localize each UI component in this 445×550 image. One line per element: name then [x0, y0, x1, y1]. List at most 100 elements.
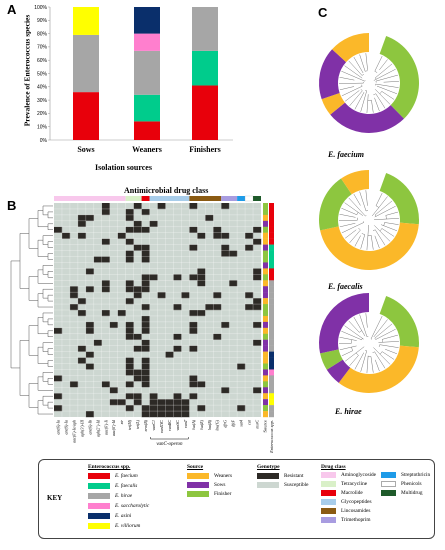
key-swatch	[321, 499, 336, 505]
resistant-cell	[101, 310, 110, 317]
key-species-item: E. hirae	[88, 493, 132, 499]
resistant-cell	[221, 387, 230, 394]
key-swatch	[257, 473, 279, 479]
gene-label: lnu(B)	[207, 419, 212, 430]
bar-segment	[73, 92, 99, 140]
resistant-cell	[173, 274, 182, 281]
tree-branch	[375, 74, 398, 82]
tree-branch	[375, 205, 379, 208]
resistant-cell	[189, 274, 198, 281]
key-species-item: E. faecalis	[88, 483, 137, 489]
resistant-cell	[101, 208, 110, 216]
tree-branch	[374, 338, 376, 340]
source-cell	[263, 411, 268, 418]
gene-label: aph(2'')-Id	[95, 419, 100, 437]
resistant-cell	[173, 345, 182, 352]
tree-branch	[373, 319, 388, 338]
bar-segment	[192, 7, 218, 51]
key-genotype-item: Susceptible	[257, 482, 308, 488]
resistant-cell	[197, 268, 206, 275]
tree-ring-segment	[326, 359, 351, 383]
resistant-cell	[93, 256, 102, 263]
key-drug-item: Lincosamides	[321, 508, 370, 514]
tree-branch	[354, 235, 361, 247]
stacked-bar-chart: 0% 10% 20% 30% 40% 50% 60% 70% 80% 90% 100% Sows Wea…	[34, 5, 233, 154]
gene-label: lnu(G)	[215, 419, 220, 430]
phylogenetic-trees	[318, 33, 420, 393]
resistant-cell	[141, 256, 150, 263]
tree-branch	[373, 68, 396, 81]
resistant-cell	[125, 298, 134, 305]
resistant-cell	[125, 238, 134, 245]
tree-branch	[374, 235, 380, 249]
resistant-cell	[125, 280, 134, 287]
resistant-cell	[149, 399, 158, 406]
tree-branch	[365, 89, 367, 92]
tree-branch	[385, 215, 387, 220]
resistant-cell	[189, 203, 198, 210]
tree-branch	[371, 100, 374, 113]
resistant-cell	[189, 226, 198, 233]
tree-branch	[370, 356, 374, 373]
heatmap-title: Antimicrobial drug class	[124, 186, 209, 195]
tree-branch	[353, 316, 366, 337]
tree-branch	[372, 196, 388, 217]
tree-branch	[375, 83, 399, 88]
resistant-cell	[133, 244, 142, 251]
source-cell	[263, 250, 268, 257]
tree-branch	[354, 92, 365, 110]
resistant-cell	[213, 232, 222, 239]
key-swatch	[381, 472, 396, 478]
source-cell	[263, 327, 268, 334]
tree-branch	[360, 234, 366, 249]
key-swatch	[381, 481, 396, 487]
tree-ring-segment	[332, 33, 369, 63]
source-cell	[263, 274, 268, 281]
key-drug-item: Multidrug	[381, 490, 422, 496]
resistant-cell	[54, 393, 63, 400]
tree-branch	[379, 91, 382, 95]
tree-branch	[374, 229, 386, 246]
resistant-cell	[181, 292, 190, 299]
resistant-cell	[101, 238, 110, 245]
source-cell	[263, 203, 268, 210]
resistant-cell	[237, 405, 246, 412]
species-cell	[269, 399, 274, 406]
resistant-cell	[173, 304, 182, 311]
source-cell	[263, 226, 268, 233]
species-cell	[269, 238, 274, 245]
gene-label: vanSC	[175, 420, 180, 431]
source-cell	[263, 268, 268, 275]
tree-ring-segment	[379, 296, 420, 348]
tree-branch	[383, 222, 385, 226]
tree-branch	[382, 334, 398, 340]
key-drug-item: Phenicols	[381, 481, 422, 487]
tree-branch	[379, 344, 399, 348]
source-cell	[263, 262, 268, 269]
resistant-cell	[245, 304, 254, 311]
resistant-cell	[125, 321, 134, 329]
resistant-cell	[141, 304, 150, 311]
y-tick-label: 20%	[37, 111, 48, 117]
key-species-item: E. saccharolytic	[88, 503, 149, 509]
resistant-cell	[109, 387, 118, 394]
resistant-cell	[245, 232, 254, 239]
key-source-item: Finisher	[187, 491, 231, 497]
species-cell	[269, 411, 274, 418]
species-cell	[269, 315, 274, 323]
y-tick-label: 0%	[40, 138, 48, 144]
resistant-cell	[253, 387, 262, 394]
resistant-cell	[125, 381, 134, 388]
y-tick-label: 80%	[37, 31, 48, 37]
resistant-cell	[149, 411, 158, 418]
resistant-cell	[197, 310, 206, 317]
tree-branch	[379, 228, 383, 232]
key-swatch	[187, 482, 209, 488]
key-swatch	[187, 473, 209, 479]
resistant-cell	[54, 375, 63, 382]
y-tick-label: 50%	[37, 71, 48, 77]
resistant-cell	[141, 274, 150, 281]
bar-segment	[134, 7, 160, 34]
tree-branch	[381, 91, 395, 100]
tree-branch	[339, 345, 357, 351]
